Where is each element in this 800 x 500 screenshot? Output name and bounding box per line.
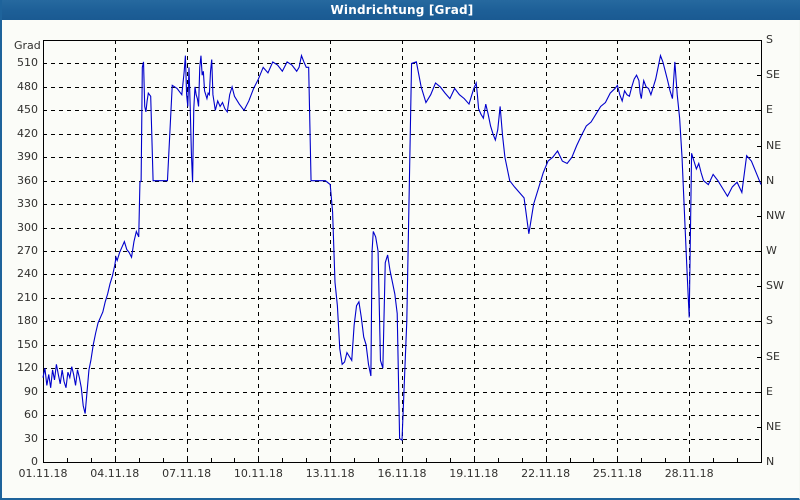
y-axis-tick-label: 300 <box>17 220 38 234</box>
compass-tick-label: SW <box>766 279 784 293</box>
wind-direction-series <box>42 53 762 442</box>
x-axis-tick-label: 22.11.18 <box>521 467 571 480</box>
x-axis-tick-label: 10.11.18 <box>233 467 283 480</box>
y-axis-tick-label: 30 <box>24 431 38 445</box>
y-axis-tick-label: 210 <box>17 290 38 304</box>
x-axis-tick-label: 07.11.18 <box>162 467 212 480</box>
compass-tick-label: SE <box>766 349 780 363</box>
y-axis-tick-label: 480 <box>17 79 38 93</box>
x-axis-tick-label: 01.11.18 <box>18 467 68 480</box>
y-axis-tick-label: 0 <box>31 455 38 468</box>
y-axis-tick-label: 60 <box>24 408 38 422</box>
x-axis-tick-label: 28.11.18 <box>664 467 714 480</box>
compass-tick-label: E <box>766 384 773 398</box>
y-axis-tick-label: 270 <box>17 244 38 257</box>
y-axis-tick-label: 90 <box>24 384 38 398</box>
y-axis-tick-label: 240 <box>17 267 38 281</box>
x-axis-tick-label: 25.11.18 <box>592 467 642 480</box>
compass-tick-label: W <box>766 244 777 257</box>
compass-tick-label: S <box>766 314 773 328</box>
y-axis-tick-label: 330 <box>17 197 38 211</box>
plot-area-container: Grad 0 30 60 90 120 150 180 210 240 270 300 330 360 3… <box>2 20 800 500</box>
x-axis-tick-label: 16.11.18 <box>377 467 427 480</box>
compass-tick-label: NW <box>766 208 786 222</box>
page-title: Windrichtung [Grad] <box>330 3 474 17</box>
y-axis-tick-label: 510 <box>17 56 38 70</box>
y-axis-tick-label: 120 <box>17 361 38 375</box>
y-axis-tick-label: 420 <box>17 126 38 140</box>
compass-tick-label: S <box>766 33 773 46</box>
compass-tick-label: NE <box>766 419 782 433</box>
wind-direction-line-chart <box>42 40 762 463</box>
compass-tick-label: N <box>766 455 775 468</box>
x-axis-tick-label: 13.11.18 <box>305 467 355 480</box>
y-axis-tick-label: 180 <box>17 314 38 328</box>
y-axis-tick-label: 450 <box>17 103 38 117</box>
x-axis-tick-label: 19.11.18 <box>449 467 499 480</box>
grid-lines <box>43 40 761 462</box>
compass-tick-label: SE <box>766 68 780 82</box>
plot-border <box>43 40 762 463</box>
y-axis-tick-label: 390 <box>17 150 38 164</box>
window-title-bar: Windrichtung [Grad] <box>2 0 800 20</box>
compass-tick-label: NE <box>766 138 782 152</box>
compass-tick-label: N <box>766 173 775 187</box>
y-axis-tick-label: 150 <box>17 337 38 351</box>
y-axis-title: Grad <box>14 39 41 52</box>
x-axis-tick-label: 04.11.18 <box>90 467 140 480</box>
y-axis-tick-label: 360 <box>17 173 38 187</box>
compass-tick-label: E <box>766 103 773 117</box>
